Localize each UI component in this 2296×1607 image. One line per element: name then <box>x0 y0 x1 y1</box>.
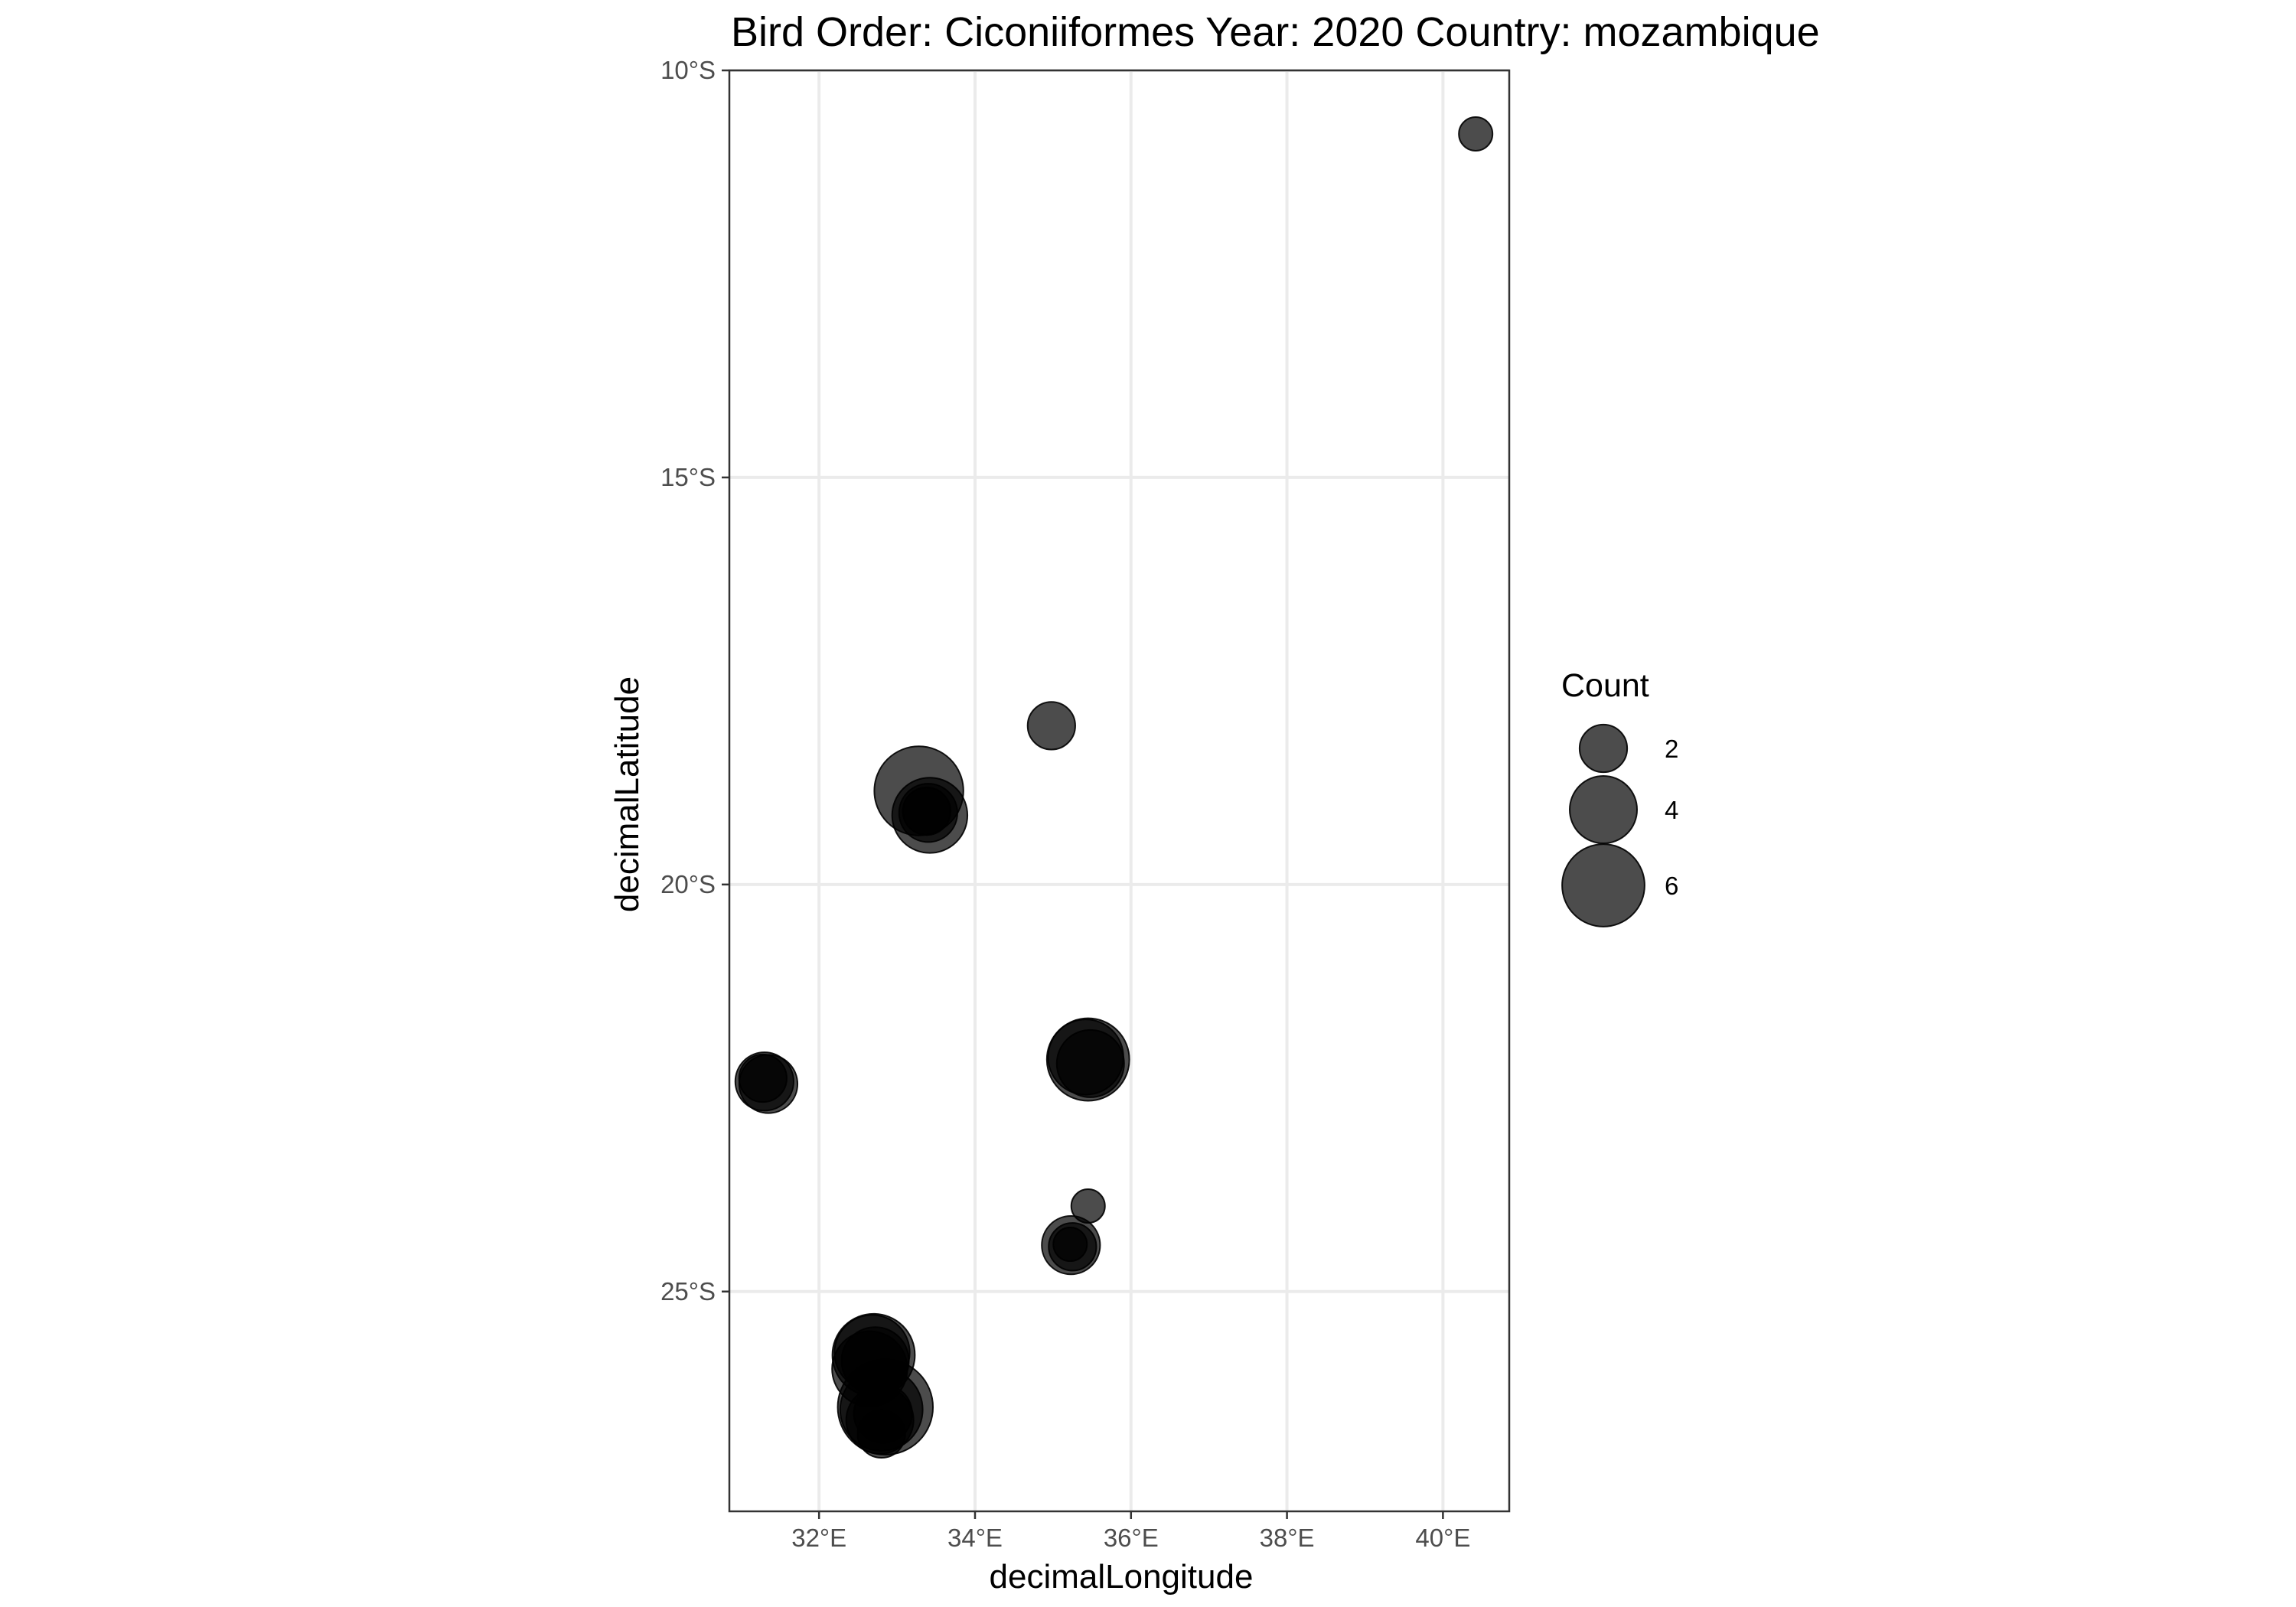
y-axis: 10°S 15°S 20°S 25°S <box>660 56 729 1305</box>
x-tick-label-0: 32°E <box>791 1524 846 1552</box>
x-axis-title: decimalLongitude <box>990 1558 1254 1596</box>
data-point-5 <box>902 786 951 836</box>
data-point-8 <box>738 1053 788 1103</box>
x-tick-label-4: 40°E <box>1415 1524 1470 1552</box>
y-tick-label-3: 25°S <box>660 1277 716 1305</box>
legend-key-0 <box>1578 723 1629 774</box>
plot-panel <box>728 69 1511 1513</box>
grid <box>729 69 1509 1511</box>
size-legend: Count 2 4 6 <box>1561 667 1678 927</box>
points-layer <box>734 116 1494 1459</box>
x-axis: 32°E 34°E 36°E 38°E 40°E <box>791 1511 1470 1552</box>
x-tick-label-1: 34°E <box>947 1524 1003 1552</box>
legend-key-1 <box>1569 775 1638 844</box>
data-point-1 <box>1026 701 1076 751</box>
x-tick-label-3: 38°E <box>1260 1524 1315 1552</box>
data-point-0 <box>1458 116 1494 152</box>
chart-title: Bird Order: Ciconiiformes Year: 2020 Cou… <box>731 9 1820 55</box>
legend-label-1: 4 <box>1665 796 1678 824</box>
legend-title: Count <box>1561 667 1649 704</box>
y-tick-label-0: 10°S <box>660 56 716 84</box>
legend-key-2 <box>1561 843 1645 927</box>
legend-label-0: 2 <box>1665 735 1678 763</box>
y-tick-label-2: 20°S <box>660 870 716 898</box>
y-axis-title: decimalLatitude <box>608 676 646 912</box>
data-point-11 <box>1055 1028 1125 1098</box>
data-point-24 <box>856 1409 906 1459</box>
y-tick-label-1: 15°S <box>660 463 716 491</box>
x-tick-label-2: 36°E <box>1104 1524 1159 1552</box>
legend-label-2: 6 <box>1665 872 1678 900</box>
data-point-15 <box>1052 1227 1088 1263</box>
